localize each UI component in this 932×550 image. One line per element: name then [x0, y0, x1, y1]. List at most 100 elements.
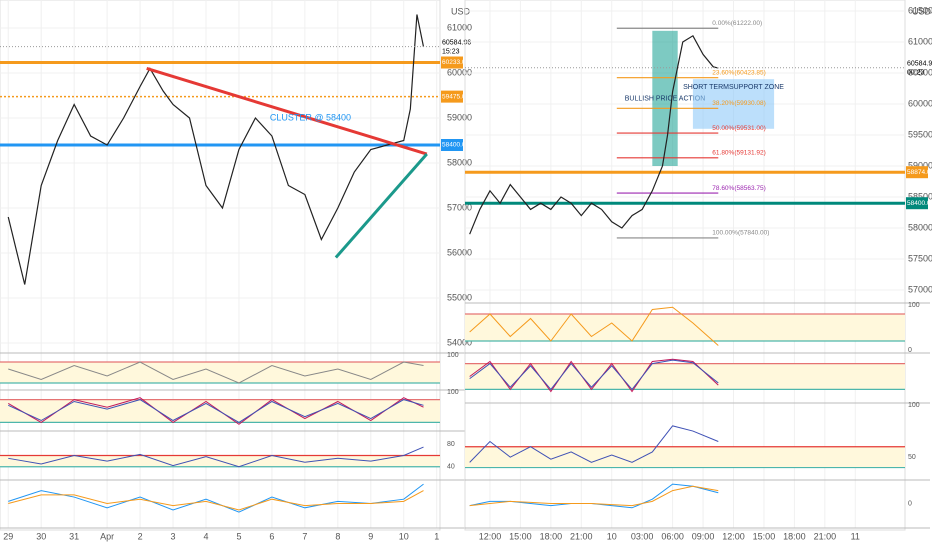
y-tick-label: 59000 — [908, 160, 932, 170]
y-tick-label: 61000 — [908, 36, 932, 46]
pane-tick-label: 0 — [908, 347, 912, 354]
x-tick-label: 1 — [434, 531, 439, 541]
y-tick-label: 58500 — [908, 191, 932, 201]
level-label: 60233.00 — [442, 59, 469, 66]
fib-label: 100.00%(57840.00) — [712, 230, 769, 237]
level-label: 58874.00 — [907, 169, 932, 176]
y-tick-label: 60500 — [908, 67, 932, 77]
level-box — [441, 90, 463, 103]
y-tick-label: 61000 — [447, 22, 472, 32]
band-fill — [0, 362, 440, 383]
x-tick-label: 3 — [171, 531, 176, 541]
fib-label: 0.00%(61222.00) — [712, 20, 762, 27]
frame — [464, 0, 906, 531]
fib-label: 78.60%(58563.75) — [712, 185, 766, 192]
indicator-line — [469, 485, 719, 507]
level-box — [906, 166, 928, 179]
x-tick-label: 10 — [607, 531, 617, 541]
y-tick-label: 58000 — [908, 222, 932, 232]
y-tick-label: 58000 — [447, 157, 472, 167]
level-box — [441, 56, 463, 69]
indicator-line — [8, 446, 424, 468]
x-tick-label: 12:00 — [722, 531, 745, 541]
pane-tick-label: 40 — [447, 464, 455, 471]
annotation: CLUSTER @ 58400 — [270, 112, 351, 122]
fib-label: 23.60%(60423.85) — [712, 69, 766, 76]
y-tick-label: 56000 — [447, 247, 472, 257]
zone — [692, 79, 775, 129]
x-tick-label: 9 — [368, 531, 373, 541]
indicator-line — [8, 399, 424, 423]
x-tick-label: 6 — [269, 531, 274, 541]
y-tick-label: 57500 — [908, 253, 932, 263]
indicator-line — [469, 358, 719, 393]
last-price-label: 60584.96 — [442, 40, 471, 47]
x-tick-label: 2 — [138, 531, 143, 541]
x-tick-label: 06:00 — [661, 531, 684, 541]
x-tick-label: 5 — [236, 531, 241, 541]
y-tick-label: 57000 — [447, 202, 472, 212]
y-tick-label: 59000 — [447, 112, 472, 122]
y-tick-label: 55000 — [447, 292, 472, 302]
frame — [0, 0, 441, 531]
indicator-line — [469, 306, 719, 346]
y-tick-label: 57000 — [908, 284, 932, 294]
trendline — [146, 67, 428, 156]
x-tick-label: 21:00 — [814, 531, 837, 541]
last-price-label: 60584.96 — [907, 61, 932, 68]
x-tick-label: 30 — [36, 531, 46, 541]
x-tick-label: 31 — [69, 531, 79, 541]
x-tick-label: 10 — [399, 531, 409, 541]
x-tick-label: 8 — [335, 531, 340, 541]
level-label: 59475.00 — [442, 93, 469, 100]
x-tick-label: 18:00 — [783, 531, 806, 541]
y-tick-label: 54000 — [447, 337, 472, 347]
x-tick-label: 11 — [851, 531, 860, 541]
pane-tick-label: 100 — [447, 389, 459, 396]
x-tick-label: 03:00 — [631, 531, 654, 541]
pane-tick-label: 100 — [908, 402, 920, 409]
y-tick-label: 60000 — [447, 67, 472, 77]
x-tick-label: 4 — [203, 531, 208, 541]
level-box — [906, 197, 928, 210]
fib-label: 61.80%(59131.92) — [712, 150, 766, 157]
zone-label: BULLISH PRICE ACTION — [625, 96, 706, 103]
last-price-time: 15:23 — [442, 49, 460, 56]
last-price-time: 00:23 — [907, 70, 925, 77]
x-tick-label: 12:00 — [479, 531, 502, 541]
x-tick-label: 15:00 — [509, 531, 532, 541]
currency-label: USD — [912, 6, 932, 16]
x-tick-label: Apr — [100, 531, 114, 541]
zone — [652, 30, 678, 166]
level-label: 58400.00 — [442, 142, 469, 149]
x-tick-label: 09:00 — [692, 531, 715, 541]
indicator-line — [8, 483, 424, 513]
price-line — [469, 34, 719, 235]
pane-tick-label: 0 — [908, 500, 912, 507]
indicator-line — [8, 490, 424, 511]
indicator-line — [469, 425, 719, 463]
fib-label: 38.20%(59930.08) — [712, 100, 766, 107]
band-fill — [465, 446, 905, 468]
trendline — [334, 153, 428, 259]
pane-tick-label: 80 — [447, 441, 455, 448]
indicator-line — [8, 361, 424, 384]
x-tick-label: 7 — [302, 531, 307, 541]
y-tick-label: 59500 — [908, 129, 932, 139]
x-tick-label: 21:00 — [570, 531, 593, 541]
y-tick-label: 61500 — [908, 5, 932, 15]
zone-label: SHORT TERMSUPPORT ZONE — [683, 84, 784, 91]
band-fill — [465, 363, 905, 390]
x-tick-label: 18:00 — [540, 531, 563, 541]
level-box — [441, 139, 463, 152]
pane-tick-label: 100 — [447, 352, 459, 359]
x-tick-label: 29 — [3, 531, 13, 541]
band-fill — [465, 314, 905, 341]
x-tick-label: 15:00 — [753, 531, 776, 541]
pane-tick-label: 100 — [908, 302, 920, 309]
y-tick-label: 60000 — [908, 98, 932, 108]
indicator-line — [469, 359, 719, 391]
indicator-line — [469, 483, 719, 509]
